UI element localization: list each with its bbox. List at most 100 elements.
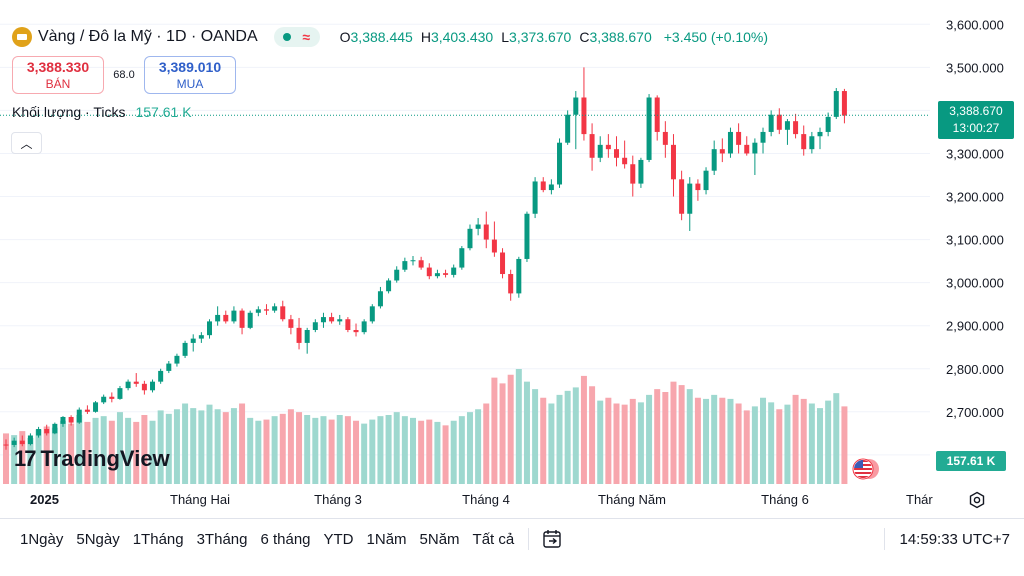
range-button[interactable]: 5Ngày	[76, 530, 120, 548]
range-button[interactable]: YTD	[323, 530, 354, 548]
volume-bar	[149, 420, 156, 484]
timezone-clock[interactable]: 14:59:33 UTC+7	[899, 530, 1011, 548]
range-button[interactable]: 6 tháng	[260, 530, 311, 548]
price-tick-label: 3,600.000	[946, 17, 1004, 32]
market-status-pill[interactable]: ≈	[273, 27, 320, 47]
candle-body	[418, 260, 424, 268]
candle-body	[158, 370, 164, 382]
chevron-up-icon: ︿	[20, 136, 33, 151]
candle-body	[548, 184, 554, 191]
volume-bar	[35, 429, 42, 484]
candle-body	[540, 181, 546, 191]
candle-body	[369, 306, 375, 322]
volume-bar	[499, 383, 506, 484]
candle-body	[687, 183, 693, 214]
volume-bar	[312, 417, 319, 484]
hexagon-settings-icon[interactable]	[968, 491, 986, 509]
price-chart[interactable]: 3,600.0003,500.0003,400.0003,300.0003,20…	[0, 0, 1024, 490]
price-tick-label: 2,800.000	[946, 362, 1004, 377]
price-tick-label: 3,300.000	[946, 146, 1004, 161]
last-price-value: 3,388.670	[949, 104, 1003, 118]
volume-bar	[100, 416, 107, 484]
candle-body	[231, 310, 237, 322]
volume-bar	[515, 369, 522, 484]
buy-button[interactable]: 3,389.010 MUA	[144, 56, 236, 94]
volume-bar	[239, 403, 246, 484]
last-price-tag: 3,388.670 13:00:27	[938, 101, 1014, 139]
candle-body	[654, 97, 660, 132]
volume-bar	[287, 409, 294, 484]
volume-bar	[59, 420, 66, 484]
candle-body	[361, 321, 367, 333]
candle-body	[345, 319, 351, 330]
candle-body	[174, 355, 180, 364]
candle-body	[508, 274, 514, 294]
volume-bar	[361, 423, 368, 484]
candle-body	[801, 134, 807, 150]
volume-bar	[296, 412, 303, 484]
volume-bar	[800, 398, 807, 484]
volume-bar	[678, 385, 685, 484]
candle-body	[809, 136, 815, 150]
range-button[interactable]: 1Ngày	[20, 530, 64, 548]
bottom-divider	[0, 518, 1024, 519]
symbol-title[interactable]: Vàng / Đô la Mỹ · 1D · OANDA	[38, 28, 258, 45]
collapse-legend-button[interactable]: ︿	[11, 132, 42, 154]
candle-body	[670, 144, 676, 180]
volume-bar	[686, 389, 693, 484]
volume-bar	[369, 419, 376, 484]
close-value: 3,388.670	[589, 29, 652, 45]
range-button[interactable]: 1Năm	[366, 530, 407, 548]
volume-bar	[589, 386, 596, 484]
candle-body	[320, 317, 326, 323]
candle-body	[638, 159, 644, 184]
range-button[interactable]: Tất cả	[472, 530, 515, 548]
candle-body	[622, 157, 628, 165]
volume-bar	[442, 425, 449, 484]
candle-body	[776, 114, 782, 130]
volume-bar	[353, 420, 360, 484]
candle-body	[101, 396, 107, 403]
volume-bar	[760, 397, 767, 484]
volume-bar	[43, 426, 50, 484]
volume-bar	[670, 381, 677, 484]
candle-body	[353, 330, 359, 333]
buy-price: 3,389.010	[158, 59, 222, 75]
volume-bar	[817, 408, 823, 484]
range-button[interactable]: 3Tháng	[196, 530, 248, 548]
volume-bar	[621, 404, 628, 484]
tradingview-logo-icon: 17	[14, 446, 37, 471]
candle-body	[784, 121, 790, 130]
us-flag-icon[interactable]	[851, 455, 879, 483]
volume-bar	[784, 404, 791, 484]
volume-bar	[662, 392, 669, 484]
tradingview-logo[interactable]: 17 TradingView	[14, 446, 170, 472]
time-tick-label: Tháng 6	[761, 492, 809, 507]
candle-body	[394, 269, 400, 281]
candle-body	[679, 179, 685, 214]
sell-button[interactable]: 3,388.330 BÁN	[12, 56, 104, 94]
time-tick-label: Tháng 4	[462, 492, 510, 507]
price-tick-label: 3,500.000	[946, 60, 1004, 75]
candle-body	[410, 260, 416, 262]
volume-bar	[11, 435, 18, 484]
candle-body	[727, 131, 733, 154]
candle-body	[280, 306, 286, 320]
volume-bar	[646, 394, 653, 484]
volume-bar	[458, 416, 465, 484]
candle-body	[19, 440, 25, 445]
volume-bar	[507, 374, 514, 484]
candle-body	[426, 267, 432, 277]
price-tick-label: 3,100.000	[946, 233, 1004, 248]
volume-bar	[703, 398, 710, 484]
range-button[interactable]: 5Năm	[419, 530, 460, 548]
candle-body	[703, 170, 709, 191]
volume-bar	[92, 417, 99, 484]
open-key: O	[339, 29, 351, 45]
volume-bar	[27, 438, 34, 484]
range-button[interactable]: 1Tháng	[132, 530, 184, 548]
volume-indicator-legend[interactable]: Khối lượng · Ticks 157.61 K	[12, 104, 192, 120]
volume-bar	[173, 409, 180, 484]
calendar-goto-icon[interactable]	[541, 528, 563, 550]
volume-bar	[336, 415, 343, 484]
